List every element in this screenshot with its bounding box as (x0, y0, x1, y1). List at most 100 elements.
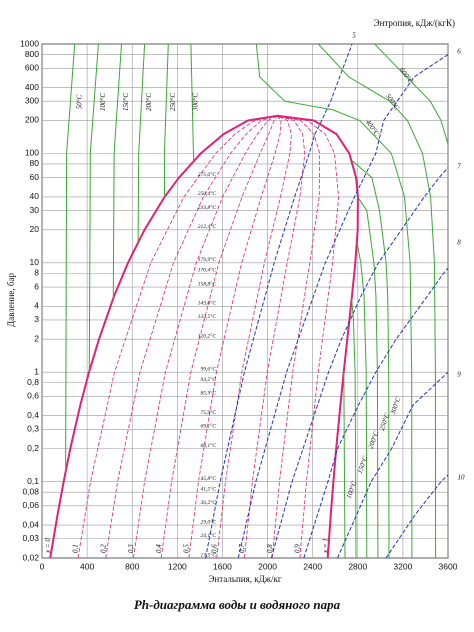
saturation-temperature: 212,4°C (198, 223, 217, 230)
curve (356, 241, 368, 558)
saturation-temperature: 24,1°C (201, 532, 217, 539)
curve (216, 115, 292, 558)
curve (88, 44, 99, 372)
y-tick-label: 600 (25, 63, 39, 73)
curve-label: 0,7 (238, 544, 246, 553)
y-tick-label: 400 (25, 82, 39, 92)
x-tick-label: 3200 (393, 561, 412, 571)
x-tick-label: 1200 (168, 561, 187, 571)
curve-label: x = 1 (321, 538, 329, 554)
curve-label: 5 (352, 32, 356, 40)
saturation-temperature: 170,4°C (198, 267, 217, 274)
curve-label: 0,9 (294, 544, 302, 553)
curve (77, 115, 278, 558)
curve-label: 0,4 (155, 544, 163, 553)
saturation-temperature: 179,9°C (198, 256, 217, 263)
curve-label: 0,8 (266, 544, 274, 553)
curve (255, 44, 413, 558)
curve (351, 297, 357, 558)
saturation-temperature: 60,1°C (201, 442, 217, 449)
curve (374, 44, 448, 146)
curve (160, 115, 278, 558)
saturation-temperature: 93,5°C (201, 376, 217, 383)
saturation-temperature: 17,5°C (201, 551, 217, 558)
y-tick-label: 100 (25, 148, 39, 158)
y-tick-label: 30 (30, 205, 40, 215)
x-tick-label: 1600 (213, 561, 232, 571)
curve-label: 150°C (122, 93, 130, 111)
y-tick-label: 0,2 (27, 443, 39, 453)
x-tick-label: 3600 (439, 561, 458, 571)
y-tick-label: 800 (25, 49, 39, 59)
curve-label: 10 (458, 474, 466, 482)
y-tick-label: 0,08 (22, 486, 39, 496)
curve (190, 44, 195, 161)
y-tick-label: 0,04 (22, 519, 39, 529)
chart-title: Ph-диаграмма воды и водяного пара (134, 597, 341, 612)
curve (137, 44, 146, 243)
y-tick-label: 20 (30, 224, 40, 234)
saturation-temperature: 69,1°C (201, 423, 217, 430)
x-tick-label: 400 (80, 561, 94, 571)
x-tick-label: 2400 (303, 561, 322, 571)
curve-label: 9 (457, 371, 461, 379)
curve (357, 197, 379, 558)
curve-label: 0,1 (72, 544, 80, 553)
curve (163, 44, 169, 198)
curve (276, 114, 359, 558)
y-tick-label: 8 (34, 268, 39, 278)
saturation-temperature: 29,0°C (201, 518, 217, 525)
y-tick-label: 0,1 (27, 476, 39, 486)
y-tick-label: 1000 (20, 38, 39, 48)
y-tick-label: 0,3 (27, 424, 39, 434)
y-tick-label: 0,8 (27, 377, 39, 387)
saturation-temperature: 36,2°C (200, 499, 217, 506)
curve (49, 114, 278, 558)
y-tick-label: 4 (34, 301, 39, 311)
curve-label: 7 (457, 163, 461, 171)
curve (65, 44, 76, 472)
curve (385, 474, 448, 558)
curve-label: 300°C (192, 93, 200, 112)
curve-label: 100°C (99, 93, 107, 111)
curve (351, 160, 390, 558)
saturation-temperature: 120,2°C (198, 332, 217, 339)
x-tick-label: 2800 (348, 561, 367, 571)
saturation-temperature: 250,4°C (198, 190, 217, 197)
y-axis-label: Давление, бар (6, 273, 16, 327)
curve (112, 44, 122, 299)
x-axis-label: Энтальпия, кДж/кг (208, 574, 281, 584)
y-tick-label: 60 (30, 172, 40, 182)
y-tick-label: 0,4 (27, 410, 39, 420)
curve-label: 0,2 (99, 544, 107, 553)
curve-label: 50°C (75, 94, 83, 109)
y-tick-label: 0,6 (27, 391, 39, 401)
y-tick-label: 3 (34, 314, 39, 324)
curve-label: x = 0 (44, 538, 52, 554)
x-tick-label: 2000 (258, 561, 277, 571)
y-tick-label: 0,06 (22, 500, 39, 510)
curve (105, 115, 278, 558)
saturation-temperature: 45,8°C (201, 475, 217, 482)
curve (237, 54, 448, 558)
curve (133, 115, 278, 558)
saturation-temperature: 275,6°C (198, 171, 217, 178)
grid (41, 43, 449, 559)
curve (271, 115, 321, 558)
saturation-temperature: 158,8°C (198, 280, 217, 287)
curve (317, 44, 437, 558)
x-tick-label: 800 (125, 561, 139, 571)
plot-frame (41, 43, 449, 559)
saturation-temperature: 41,5°C (201, 485, 217, 492)
curve-label: 0,6 (210, 544, 218, 553)
saturation-temperature: 99,6°C (201, 365, 217, 372)
y-tick-label: 40 (30, 191, 40, 201)
curve (188, 115, 282, 558)
y-tick-label: 80 (30, 158, 40, 168)
y-tick-label: 10 (30, 257, 40, 267)
labels: 0 400 800 1200 1600 2000 2400 2800 3200 360010008… (20, 32, 465, 572)
curve (337, 371, 448, 558)
saturation-temperature: 85,9°C (201, 390, 217, 397)
saturation-temperature: 143,6°C (198, 300, 217, 307)
